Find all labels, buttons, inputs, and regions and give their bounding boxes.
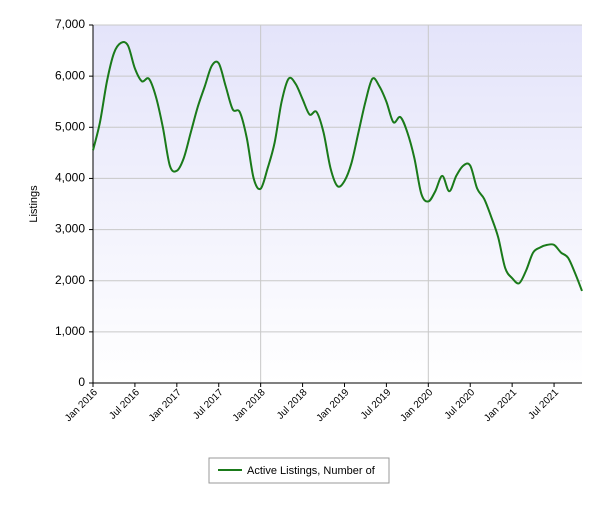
y-tick-label: 0 [78,375,85,389]
y-axis-label: Listings [28,185,40,223]
series-line [92,41,583,292]
x-tick-label: Jan 2020 [398,387,435,424]
x-tick-label: Jul 2020 [443,387,478,422]
y-tick-label: 6,000 [55,68,85,82]
x-tick-label: Jan 2016 [63,387,100,424]
x-tick-label: Jul 2016 [107,387,142,422]
x-tick-label: Jul 2018 [275,387,310,422]
plot-area [93,25,582,383]
x-tick-label: Jan 2021 [482,387,519,424]
x-tick-label: Jul 2019 [359,387,394,422]
y-tick-label: 5,000 [55,119,85,133]
x-tick-label: Jan 2017 [147,387,184,424]
y-tick-label: 7,000 [55,17,85,31]
x-tick-label: Jan 2019 [315,387,352,424]
y-tick-label: 4,000 [55,171,85,185]
x-tick-label: Jan 2018 [231,387,268,424]
legend-label: Active Listings, Number of [247,465,376,477]
y-tick-label: 1,000 [55,324,85,338]
y-tick-label: 2,000 [55,273,85,287]
y-tick-label: 3,000 [55,222,85,236]
x-tick-label: Jul 2021 [527,387,562,422]
x-tick-label: Jul 2017 [191,387,226,422]
